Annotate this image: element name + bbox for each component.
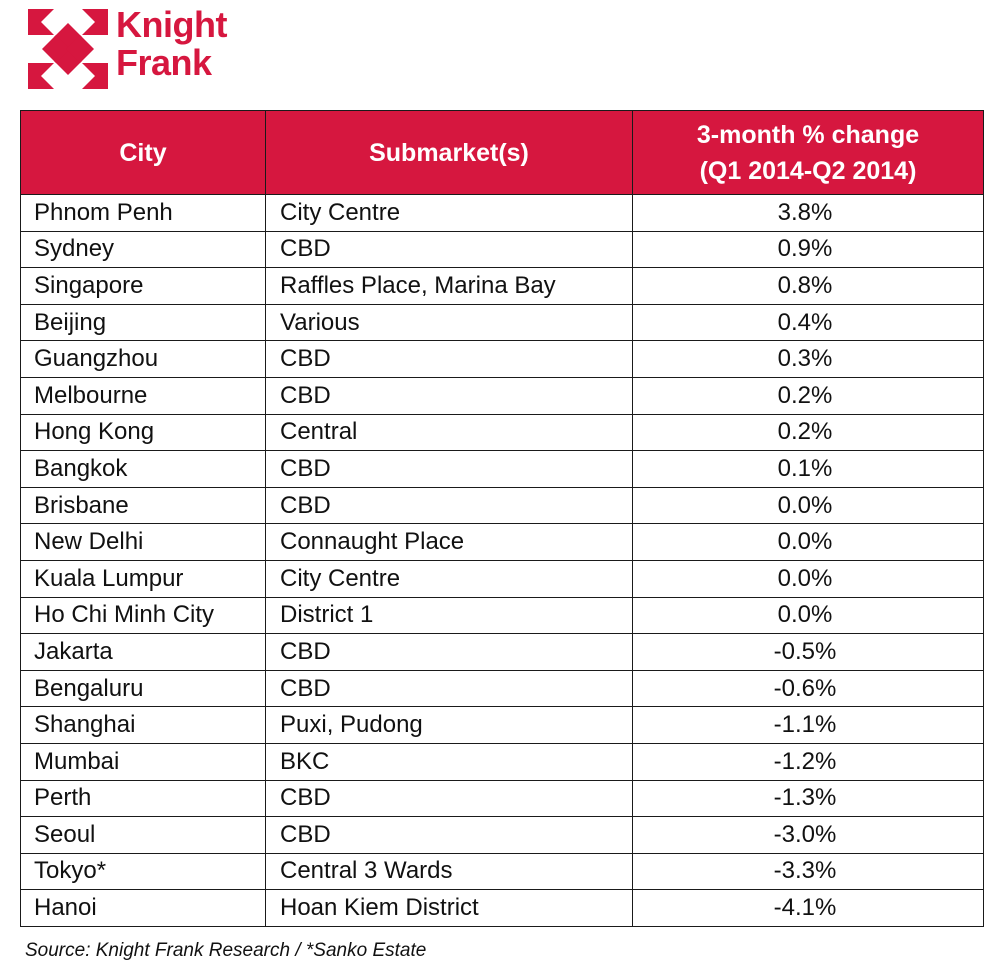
submarket-cell: District 1 — [265, 596, 633, 635]
table-row: Singapore Raffles Place, Marina Bay 0.8% — [20, 267, 984, 305]
city-cell: Shanghai — [20, 706, 266, 744]
table-row: Ho Chi Minh City District 1 0.0% — [20, 596, 984, 635]
submarket-cell: CBD — [265, 376, 633, 415]
table-row: Hanoi Hoan Kiem District -4.1% — [20, 889, 984, 927]
city-cell: Guangzhou — [20, 340, 266, 378]
change-cell: -3.0% — [632, 816, 984, 854]
city-cell: Ho Chi Minh City — [20, 596, 266, 635]
submarket-cell: CBD — [265, 486, 633, 525]
city-cell: Sydney — [20, 230, 266, 269]
table-row: Bangkok CBD 0.1% — [20, 450, 984, 488]
table-row: Shanghai Puxi, Pudong -1.1% — [20, 706, 984, 744]
change-cell: 0.1% — [632, 450, 984, 488]
table-row: Hong Kong Central 0.2% — [20, 413, 984, 452]
change-cell: -1.2% — [632, 742, 984, 781]
submarket-cell: City Centre — [265, 559, 633, 598]
city-cell: Perth — [20, 779, 266, 818]
table-row: Brisbane CBD 0.0% — [20, 486, 984, 525]
change-cell: 0.0% — [632, 486, 984, 525]
change-cell: -1.3% — [632, 779, 984, 818]
submarket-cell: CBD — [265, 340, 633, 378]
city-cell: Jakarta — [20, 633, 266, 671]
rent-change-table: City Submarket(s) 3-month % change (Q1 2… — [20, 110, 984, 927]
table-row: Tokyo* Central 3 Wards -3.3% — [20, 852, 984, 891]
submarket-cell: Connaught Place — [265, 523, 633, 561]
city-cell: Hong Kong — [20, 413, 266, 452]
table-row: Perth CBD -1.3% — [20, 779, 984, 818]
source-note: Source: Knight Frank Research / *Sanko E… — [25, 940, 427, 961]
submarket-cell: CBD — [265, 669, 633, 708]
city-cell: Seoul — [20, 816, 266, 854]
submarket-cell: Central 3 Wards — [265, 852, 633, 891]
change-cell: 0.3% — [632, 340, 984, 378]
city-cell: Brisbane — [20, 486, 266, 525]
table-row: Guangzhou CBD 0.3% — [20, 340, 984, 378]
table-row: Mumbai BKC -1.2% — [20, 742, 984, 781]
knight-frank-logo-mark-icon — [28, 9, 108, 89]
table-row: Bengaluru CBD -0.6% — [20, 669, 984, 708]
city-cell: Bangkok — [20, 450, 266, 488]
submarket-cell: CBD — [265, 633, 633, 671]
header-city: City — [20, 110, 266, 195]
table-row: New Delhi Connaught Place 0.0% — [20, 523, 984, 561]
city-cell: Phnom Penh — [20, 194, 266, 232]
header-change: 3-month % change (Q1 2014-Q2 2014) — [632, 110, 984, 195]
city-cell: New Delhi — [20, 523, 266, 561]
change-cell: -4.1% — [632, 889, 984, 927]
change-cell: 0.2% — [632, 376, 984, 415]
change-cell: -1.1% — [632, 706, 984, 744]
submarket-cell: Puxi, Pudong — [265, 706, 633, 744]
table-row: Phnom Penh City Centre 3.8% — [20, 194, 984, 232]
submarket-cell: CBD — [265, 779, 633, 818]
knight-frank-logo: Knight Frank — [28, 6, 268, 90]
change-cell: 3.8% — [632, 194, 984, 232]
city-cell: Melbourne — [20, 376, 266, 415]
submarket-cell: Central — [265, 413, 633, 452]
change-cell: -3.3% — [632, 852, 984, 891]
submarket-cell: Hoan Kiem District — [265, 889, 633, 927]
change-cell: 0.4% — [632, 303, 984, 342]
city-cell: Tokyo* — [20, 852, 266, 891]
change-cell: 0.8% — [632, 267, 984, 305]
logo-line-2: Frank — [116, 42, 212, 83]
submarket-cell: BKC — [265, 742, 633, 781]
submarket-cell: Various — [265, 303, 633, 342]
logo-wordmark: Knight Frank — [116, 6, 227, 82]
change-cell: 0.0% — [632, 596, 984, 635]
city-cell: Hanoi — [20, 889, 266, 927]
change-cell: 0.0% — [632, 523, 984, 561]
city-cell: Beijing — [20, 303, 266, 342]
submarket-cell: City Centre — [265, 194, 633, 232]
submarket-cell: CBD — [265, 816, 633, 854]
city-cell: Bengaluru — [20, 669, 266, 708]
city-cell: Kuala Lumpur — [20, 559, 266, 598]
change-cell: 0.0% — [632, 559, 984, 598]
table-row: Beijing Various 0.4% — [20, 303, 984, 342]
table-row: Kuala Lumpur City Centre 0.0% — [20, 559, 984, 598]
logo-line-1: Knight — [116, 4, 227, 45]
submarket-cell: Raffles Place, Marina Bay — [265, 267, 633, 305]
change-cell: -0.5% — [632, 633, 984, 671]
change-cell: -0.6% — [632, 669, 984, 708]
table-row: Seoul CBD -3.0% — [20, 816, 984, 854]
city-cell: Singapore — [20, 267, 266, 305]
header-change-line-2: (Q1 2014-Q2 2014) — [699, 156, 917, 185]
header-submarket: Submarket(s) — [265, 110, 633, 195]
change-cell: 0.9% — [632, 230, 984, 269]
table-row: Jakarta CBD -0.5% — [20, 633, 984, 671]
table-row: Melbourne CBD 0.2% — [20, 376, 984, 415]
change-cell: 0.2% — [632, 413, 984, 452]
submarket-cell: CBD — [265, 450, 633, 488]
submarket-cell: CBD — [265, 230, 633, 269]
header-change-line-1: 3-month % change — [696, 120, 920, 149]
table-row: Sydney CBD 0.9% — [20, 230, 984, 269]
table-header-row: City Submarket(s) 3-month % change (Q1 2… — [20, 110, 984, 195]
city-cell: Mumbai — [20, 742, 266, 781]
